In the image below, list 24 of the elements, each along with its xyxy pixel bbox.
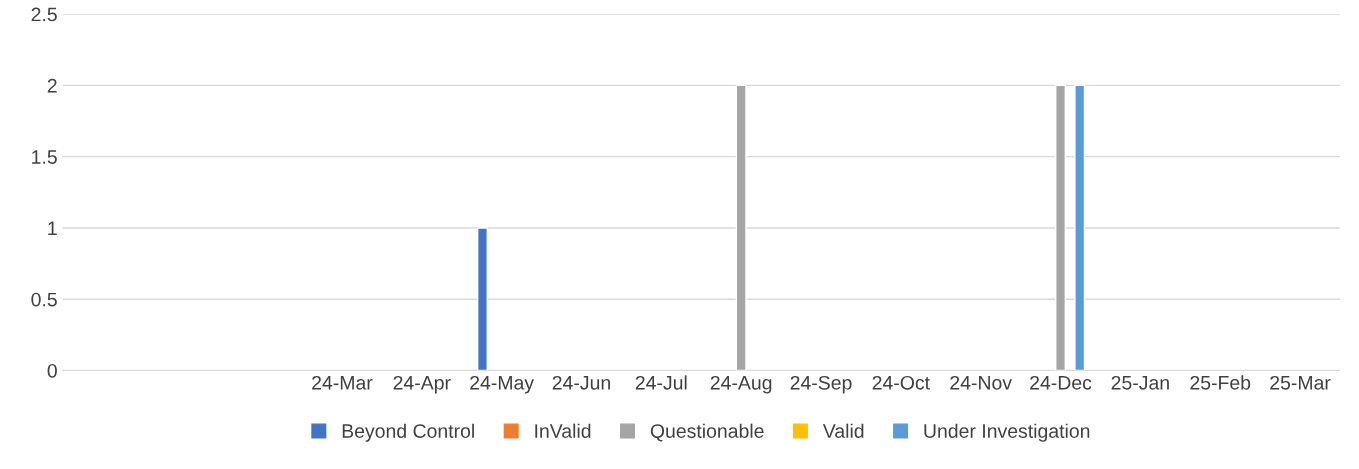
legend-label: Valid (822, 423, 864, 438)
x-tick-label: 25-Jan (1111, 375, 1169, 390)
y-tick-label: 0.5 (31, 292, 57, 307)
x-tick-label: 25-Feb (1190, 375, 1251, 390)
x-tick-label: 24-Aug (710, 375, 772, 394)
y-tick-label: 1 (48, 221, 57, 235)
x-tick-label: 24-Dec (1030, 375, 1092, 390)
y-tick-label: 2.5 (31, 7, 57, 22)
x-tick-label: 24-Sep (790, 375, 852, 394)
x-tick-label: 24-Jun (552, 375, 610, 390)
y-tick-label: 1.5 (32, 150, 57, 164)
x-tick-label: 24-Jul (635, 375, 687, 390)
x-tick-label: 24-Oct (872, 375, 930, 390)
y-tick-label: 2 (47, 78, 57, 93)
legend-label: InValid (535, 423, 591, 438)
y-tick-label: 0 (47, 363, 57, 378)
x-tick-label: 25-Mar (1270, 375, 1331, 390)
legend-label: Under Investigation (924, 423, 1090, 442)
legend-label: Beyond Control (342, 423, 474, 442)
x-tick-label: 24-Mar (312, 375, 373, 390)
x-tick-label: 24-Nov (950, 375, 1012, 390)
legend-label: Questionable (650, 423, 764, 442)
x-tick-label: 24-May (470, 375, 535, 394)
x-tick-label: 24-Apr (393, 375, 451, 394)
